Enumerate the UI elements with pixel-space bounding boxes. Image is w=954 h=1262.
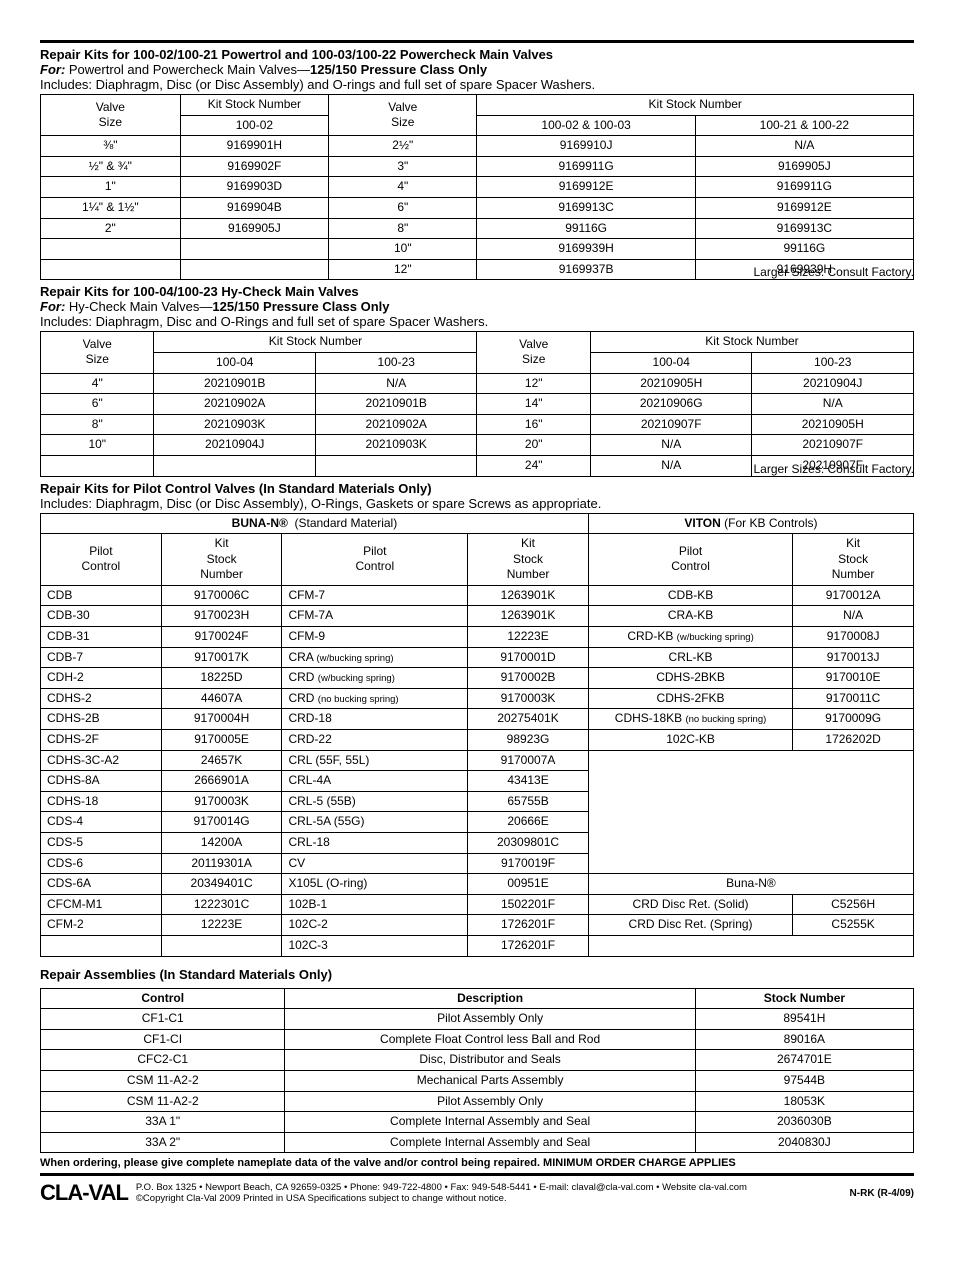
table-row: 1"9169903D4"9169912E9169911G [41,177,914,198]
logo: CLA-VAL [40,1180,128,1206]
table-row: CDB-79170017KCRA (w/bucking spring)91700… [41,647,914,668]
s1-includes: Includes: Diaphragm, Disc (or Disc Assem… [40,77,914,92]
s2-title: Repair Kits for 100-04/100-23 Hy-Check M… [40,284,914,299]
table-row: 10"20210904J20210903K20"N/A20210907F [41,435,914,456]
table-row: ½" & ¾"9169902F3"9169911G9169905J [41,156,914,177]
table-row: CDB-309170023HCFM-7A1263901KCRA-KBN/A [41,606,914,627]
table-row: CDHS-3C-A224657KCRL (55F, 55L)9170007A [41,750,914,771]
footer-text: P.O. Box 1325 • Newport Beach, CA 92659-… [136,1182,850,1205]
table-row: CDB-319170024FCFM-912223ECRD-KB (w/bucki… [41,627,914,648]
table-row: CFM-212223E102C-21726201FCRD Disc Ret. (… [41,915,914,936]
table-row: 102C-31726201F [41,935,914,956]
table-row: 12"9169937B9169939H [41,259,914,280]
table-row: 10"9169939H99116G [41,239,914,260]
table-row: CDHS-2F9170005ECRD-2298923G102C-KB172620… [41,730,914,751]
table-row: CF1-CIComplete Float Control less Ball a… [41,1029,914,1050]
table-row: CDHS-244607ACRD (no bucking spring)91700… [41,688,914,709]
table-row: CDS-6A20349401CX105L (O-ring)00951EBuna-… [41,874,914,895]
table-row: CFCM-M11222301C102B-11502201FCRD Disc Re… [41,894,914,915]
s2-table: ValveSize Kit Stock Number ValveSize Kit… [40,331,914,476]
footer-code: N-RK (R-4/09) [850,1188,914,1199]
s3-table: BUNA-N® (Standard Material) VITON (For K… [40,513,914,957]
table-row: 4"20210901BN/A12"20210905H20210904J [41,373,914,394]
s4-title: Repair Assemblies (In Standard Materials… [40,967,914,982]
table-row: CDHS-2B9170004HCRD-1820275401KCDHS-18KB … [41,709,914,730]
s2-includes: Includes: Diaphragm, Disc and O-Rings an… [40,314,914,329]
s1-table: ValveSize Kit Stock Number ValveSize Kit… [40,94,914,280]
s4-table: Control Description Stock Number CF1-C1P… [40,988,914,1154]
table-row: CSM 11-A2-2Pilot Assembly Only18053K [41,1091,914,1112]
table-row: CFC2-C1Disc, Distributor and Seals267470… [41,1050,914,1071]
table-row: 6"20210902A20210901B14"20210906GN/A [41,394,914,415]
table-row: 33A 1"Complete Internal Assembly and Sea… [41,1112,914,1133]
order-note: When ordering, please give complete name… [40,1157,914,1169]
table-row: 33A 2"Complete Internal Assembly and Sea… [41,1132,914,1153]
table-row: 1¼" & 1½"9169904B6"9169913C9169912E [41,197,914,218]
table-row: ⅜"9169901H2½"9169910JN/A [41,136,914,157]
table-row: CF1-C1Pilot Assembly Only89541H [41,1009,914,1030]
s3-title: Repair Kits for Pilot Control Valves (In… [40,481,914,496]
s3-includes: Includes: Diaphragm, Disc (or Disc Assem… [40,496,914,511]
s2-for: For: Hy-Check Main Valves—125/150 Pressu… [40,299,914,314]
table-row: CDB9170006CCFM-71263901KCDB-KB9170012A [41,585,914,606]
s1-title: Repair Kits for 100-02/100-21 Powertrol … [40,47,914,62]
table-row: CDH-218225DCRD (w/bucking spring)9170002… [41,668,914,689]
table-row: 8"20210903K20210902A16"20210907F20210905… [41,414,914,435]
footer: CLA-VAL P.O. Box 1325 • Newport Beach, C… [40,1173,914,1206]
s1-for: For: Powertrol and Powercheck Main Valve… [40,62,914,77]
table-row: 2"9169905J8"99116G9169913C [41,218,914,239]
table-row: CSM 11-A2-2Mechanical Parts Assembly9754… [41,1070,914,1091]
